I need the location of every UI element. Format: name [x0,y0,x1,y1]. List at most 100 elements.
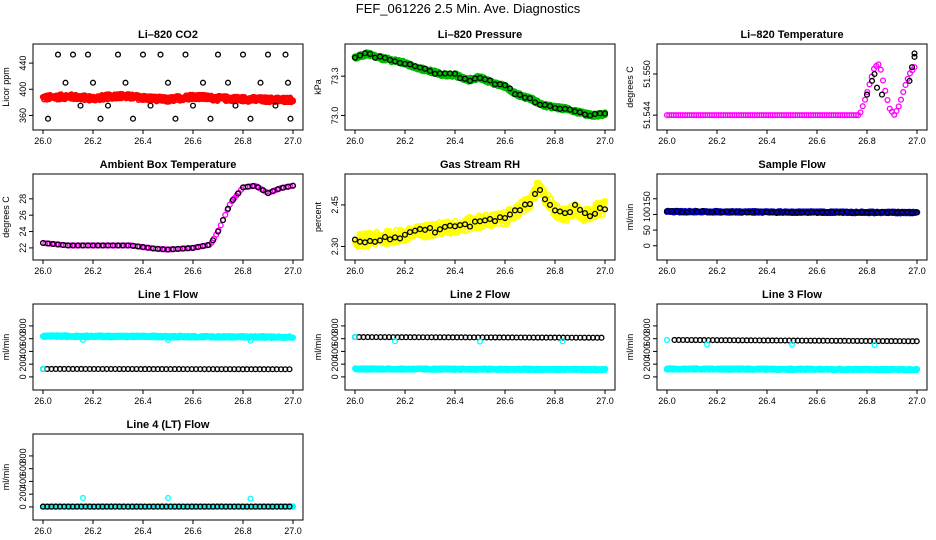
y-axis-label: ml/min [625,204,635,231]
x-tick-label: 26.2 [396,396,414,406]
data-point [257,79,264,86]
x-tick-label: 26.4 [134,136,152,146]
data-point [77,102,84,109]
y-tick-label: 400 [642,344,652,359]
data-point [531,190,539,198]
plot-frame [344,173,616,261]
data-point [421,65,429,72]
data-point [878,91,886,98]
chart-title: Line 1 Flow [138,289,198,301]
x-tick-label: 26.0 [658,266,676,276]
x-tick-label: 26.6 [808,396,826,406]
y-tick-label: 51.550 [642,60,652,88]
y-tick-label: 150 [642,191,652,206]
x-tick-label: 26.0 [346,136,364,146]
data-point [386,236,394,243]
data-point [214,228,222,235]
data-point [873,84,881,91]
data-point [601,206,609,213]
data-point [531,99,539,106]
data-point [39,365,47,372]
data-point [554,202,561,209]
data-point [264,51,272,58]
y-axis-label: percent [313,201,323,232]
data-point [139,51,147,58]
data-point [89,79,97,86]
data-point [486,77,494,84]
data-point [516,91,524,98]
plot-area [39,182,297,253]
data-point [44,115,52,122]
data-point [461,75,469,82]
data-point [264,190,272,197]
series-dense-1 [351,49,609,120]
y-tick-label: 28 [18,194,28,204]
data-point [289,334,296,341]
plot-area [351,49,609,120]
x-tick-label: 26.8 [858,136,876,146]
data-point [908,64,916,71]
data-point [852,112,860,119]
data-point [62,79,69,86]
data-point [207,115,214,122]
x-tick-label: 26.4 [134,266,152,276]
plot-frame [656,303,928,391]
y-tick-label: 600 [330,331,340,346]
data-point [506,85,514,92]
plot-frame [32,43,304,131]
data-point [571,201,579,208]
plot-area [39,51,296,122]
series-dense-1 [663,365,921,374]
y-tick-label: 800 [330,318,340,333]
y-tick-label: 200 [642,357,652,372]
series-overlay-2 [351,50,609,119]
y-tick-label: 200 [18,357,28,372]
y-tick-label: 2.30 [330,238,340,256]
data-point [486,215,494,223]
data-point [546,201,554,208]
data-point [895,103,902,110]
data-point [882,87,889,94]
data-point [219,217,227,224]
data-point [506,211,514,218]
x-tick-label: 26.8 [234,136,252,146]
x-tick-label: 26.6 [496,136,514,146]
data-point [900,88,907,96]
data-point [351,236,359,243]
x-tick-label: 26.0 [658,396,676,406]
y-tick-label: 22 [18,243,28,253]
y-tick-label: 24 [18,227,28,237]
x-tick-label: 26.4 [134,396,152,406]
data-point [406,61,414,68]
y-tick-label: 50 [642,225,652,235]
data-point [224,79,232,86]
data-point [239,51,247,58]
data-point [254,184,262,191]
data-point [366,50,374,57]
x-tick-label: 26.6 [808,136,826,146]
data-point [351,54,359,61]
plot-area [351,179,609,251]
data-point [911,64,918,71]
x-tick-label: 26.8 [234,396,252,406]
x-tick-label: 26.2 [708,266,726,276]
plot-area [663,207,921,217]
x-tick-label: 26.6 [184,396,202,406]
y-tick-label: 200 [330,357,340,372]
y-tick-label: 0 [642,374,652,379]
data-point [54,51,62,58]
data-point [411,227,419,234]
plot-frame [344,303,616,391]
x-tick-label: 26.4 [446,396,464,406]
chart-title: Li–820 CO2 [138,29,198,41]
data-point [289,98,296,105]
data-point [214,51,222,58]
data-point [559,338,566,345]
x-tick-label: 27.0 [596,266,614,276]
data-point [426,67,434,74]
data-point [122,79,129,86]
data-point [602,365,609,372]
x-tick-label: 26.6 [808,266,826,276]
